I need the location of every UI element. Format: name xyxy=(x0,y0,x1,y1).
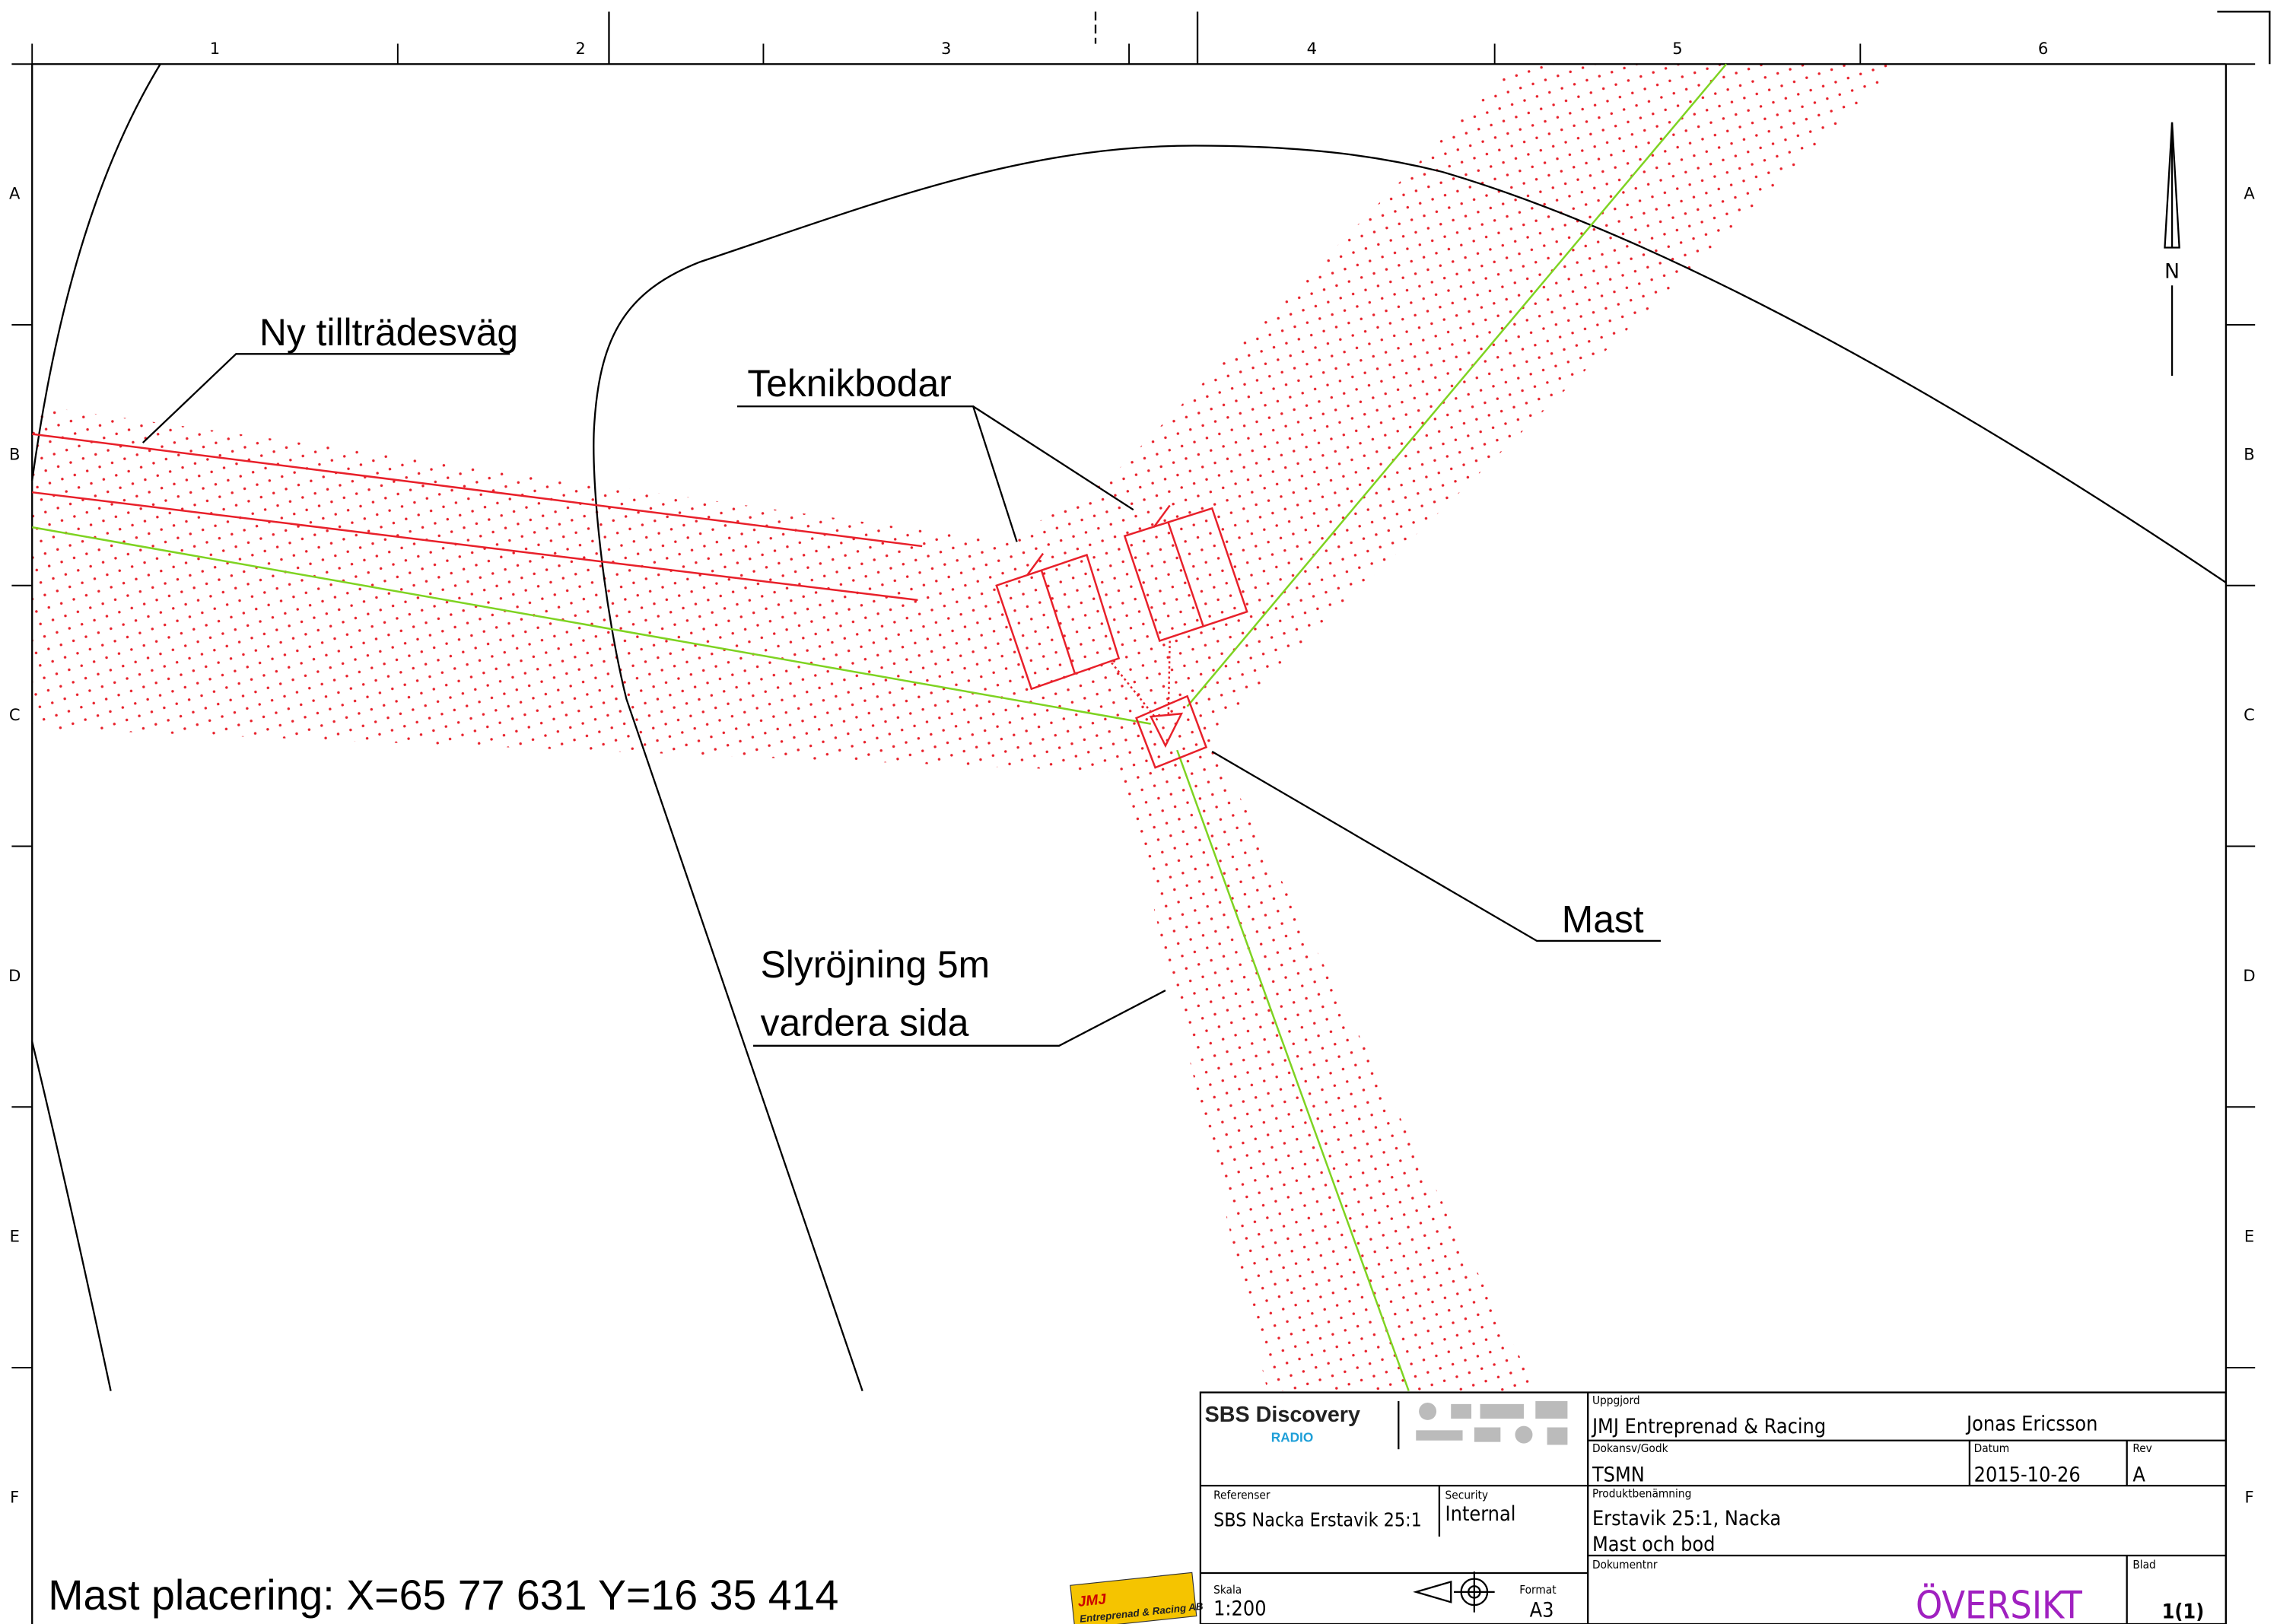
annotation: Mast xyxy=(1562,898,1644,940)
field-label: Produktbenämning xyxy=(1592,1486,1691,1500)
coordinates: Mast placering: X=65 77 631 Y=16 35 414 xyxy=(48,1572,838,1619)
column-label: 5 xyxy=(1672,39,1682,58)
field-label: Rev xyxy=(2132,1441,2151,1455)
column-label: 6 xyxy=(2038,39,2048,58)
annotation: vardera sida xyxy=(761,1001,969,1044)
document-title: ÖVERSIKT xyxy=(1916,1583,2082,1624)
row-label: D xyxy=(2243,966,2255,985)
row-label: A xyxy=(2244,184,2255,203)
field-label: Security xyxy=(1445,1488,1489,1502)
field-value: 2015-10-26 xyxy=(1974,1463,2081,1486)
field-value: TSMN xyxy=(1592,1463,1645,1486)
field-label: Format xyxy=(1519,1583,1557,1597)
field-value: A3 xyxy=(1530,1598,1554,1622)
row-label: C xyxy=(2244,705,2255,724)
drawing-sheet: 1 2 3 4 5 6 A A B B C C D D E E F F N xyxy=(0,0,2277,1624)
field-value: 1(1) xyxy=(2162,1600,2205,1623)
field-value: 1:200 xyxy=(1213,1597,1266,1621)
north-arrow: N xyxy=(2164,122,2180,376)
column-label: 1 xyxy=(210,39,220,58)
row-label: F xyxy=(10,1487,19,1506)
annotation: Slyröjning 5m xyxy=(761,943,991,986)
annotation: Teknikbodar xyxy=(747,362,951,405)
title-block-texts: Uppgjord JMJ Entreprenad & Racing Jonas … xyxy=(1213,1394,2204,1624)
projection-symbol xyxy=(1416,1572,1494,1613)
clearing-area xyxy=(32,64,1901,1390)
field-value: Jonas Ericsson xyxy=(1965,1412,2097,1435)
column-label: 2 xyxy=(575,39,585,58)
broadcaster-icons xyxy=(1416,1401,1567,1444)
field-value: Internal xyxy=(1445,1502,1516,1526)
field-label: Blad xyxy=(2132,1558,2155,1572)
field-value: SBS Nacka Erstavik 25:1 xyxy=(1213,1509,1422,1531)
logo-text: RADIO xyxy=(1271,1430,1313,1445)
row-label: B xyxy=(9,444,20,463)
field-value: Mast och bod xyxy=(1592,1533,1716,1556)
north-label: N xyxy=(2164,260,2180,284)
column-label: 4 xyxy=(1307,39,1317,58)
field-label: Dokumentnr xyxy=(1592,1558,1658,1572)
field-value: Erstavik 25:1, Nacka xyxy=(1592,1507,1781,1530)
logo-text: SBS Discovery xyxy=(1205,1403,1360,1427)
row-label: C xyxy=(9,705,21,724)
field-value: A xyxy=(2132,1463,2145,1486)
row-label: E xyxy=(2244,1227,2254,1246)
row-label: B xyxy=(2244,444,2254,463)
row-label: E xyxy=(10,1227,20,1246)
logo-text: JMJ xyxy=(1077,1591,1108,1610)
row-label: A xyxy=(9,184,21,203)
field-label: Dokansv/Godk xyxy=(1592,1441,1668,1455)
row-label: D xyxy=(8,966,21,985)
field-label: Datum xyxy=(1974,1441,2010,1455)
field-label: Skala xyxy=(1213,1583,1242,1597)
jmj-logo: JMJ Entreprenad & Racing AB xyxy=(1070,1572,1204,1624)
field-label: Referenser xyxy=(1213,1488,1270,1502)
annotation: Ny tillträdesväg xyxy=(259,311,518,354)
column-label: 3 xyxy=(941,39,951,58)
row-label: F xyxy=(2244,1487,2253,1506)
field-label: Uppgjord xyxy=(1592,1394,1640,1407)
field-value: JMJ Entreprenad & Racing xyxy=(1591,1415,1826,1438)
